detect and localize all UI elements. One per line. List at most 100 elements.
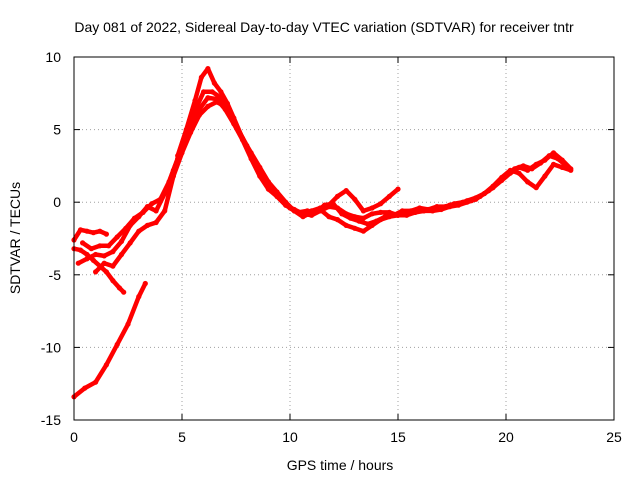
data-point bbox=[103, 231, 109, 237]
data-point bbox=[317, 205, 323, 211]
plot-frame bbox=[73, 56, 615, 421]
data-point bbox=[231, 115, 237, 121]
data-point bbox=[123, 225, 129, 231]
data-point bbox=[136, 228, 142, 234]
data-point bbox=[378, 201, 384, 207]
data-point bbox=[404, 211, 410, 217]
data-point bbox=[239, 135, 246, 141]
y-tick-label: -15 bbox=[41, 412, 61, 428]
data-point bbox=[369, 211, 375, 217]
data-layer bbox=[71, 66, 574, 400]
series-track-c bbox=[71, 227, 109, 243]
data-point bbox=[291, 208, 297, 214]
data-point bbox=[196, 112, 202, 118]
data-point bbox=[93, 269, 99, 275]
data-point bbox=[499, 177, 505, 183]
data-point bbox=[339, 211, 345, 217]
data-point bbox=[326, 202, 332, 208]
data-point bbox=[205, 103, 211, 109]
data-point bbox=[257, 167, 263, 173]
data-point bbox=[118, 251, 125, 258]
data-point bbox=[378, 217, 384, 223]
data-point bbox=[283, 202, 289, 208]
data-point bbox=[97, 243, 103, 249]
chart-title: Day 081 of 2022, Sidereal Day-to-day VTE… bbox=[74, 19, 574, 35]
data-point bbox=[125, 321, 131, 327]
y-axis-label: SDTVAR / TECUs bbox=[7, 182, 23, 294]
data-point bbox=[516, 170, 522, 176]
data-point bbox=[84, 256, 90, 262]
data-point bbox=[188, 129, 194, 136]
data-point bbox=[265, 182, 271, 188]
y-tick-label: -5 bbox=[49, 267, 62, 283]
data-point bbox=[101, 253, 107, 259]
data-point bbox=[127, 240, 133, 246]
data-point bbox=[369, 205, 375, 211]
x-tick-label: 20 bbox=[498, 429, 514, 445]
data-point bbox=[352, 225, 358, 231]
data-point bbox=[352, 196, 358, 202]
tick-layer: 0 5 10 15 20 25 -15 -10 -5 0 5 10 bbox=[41, 49, 622, 445]
data-point bbox=[114, 234, 120, 240]
data-point bbox=[90, 257, 96, 263]
data-point bbox=[205, 95, 211, 101]
data-point bbox=[455, 201, 462, 207]
data-point bbox=[84, 228, 90, 234]
grid-layer bbox=[74, 57, 614, 420]
data-point bbox=[490, 185, 496, 191]
data-point bbox=[473, 195, 479, 201]
data-point bbox=[550, 161, 557, 167]
data-point bbox=[360, 215, 366, 221]
data-point bbox=[149, 201, 155, 207]
data-point bbox=[110, 249, 116, 255]
data-point bbox=[77, 247, 84, 253]
data-point bbox=[106, 243, 112, 249]
data-point bbox=[103, 362, 109, 368]
data-point bbox=[378, 209, 384, 215]
data-point bbox=[209, 89, 215, 95]
x-axis-label: GPS time / hours bbox=[287, 457, 394, 473]
series-line bbox=[175, 66, 401, 217]
data-point bbox=[93, 251, 99, 258]
x-tick-label: 15 bbox=[390, 429, 406, 445]
data-point bbox=[430, 206, 436, 213]
data-point bbox=[198, 74, 204, 80]
data-point bbox=[88, 246, 94, 252]
y-tick-label: 0 bbox=[53, 194, 61, 210]
x-tick-label: 25 bbox=[606, 429, 622, 445]
data-point bbox=[412, 208, 418, 214]
x-tick-label: 0 bbox=[70, 429, 78, 445]
x-tick-label: 10 bbox=[282, 429, 298, 445]
data-point bbox=[326, 214, 332, 220]
data-point bbox=[118, 238, 125, 244]
data-point bbox=[369, 222, 375, 228]
data-point bbox=[114, 341, 120, 348]
data-point bbox=[136, 294, 142, 300]
data-point bbox=[347, 215, 354, 221]
data-point bbox=[93, 379, 99, 385]
data-point bbox=[77, 227, 84, 233]
data-point bbox=[116, 285, 122, 291]
data-point bbox=[121, 289, 127, 295]
data-point bbox=[421, 206, 427, 213]
data-point bbox=[224, 100, 230, 107]
data-point bbox=[82, 385, 88, 391]
data-point bbox=[110, 278, 116, 284]
data-point bbox=[201, 89, 207, 95]
data-point bbox=[525, 179, 531, 185]
data-point bbox=[211, 80, 217, 86]
data-point bbox=[568, 166, 574, 172]
data-point bbox=[334, 193, 341, 199]
data-point bbox=[75, 260, 81, 266]
data-point bbox=[525, 167, 531, 173]
data-point bbox=[144, 222, 150, 228]
data-point bbox=[386, 214, 392, 220]
data-point bbox=[101, 260, 107, 266]
data-point bbox=[360, 208, 366, 214]
data-point bbox=[274, 193, 280, 199]
data-point bbox=[542, 157, 548, 163]
y-tick-label: -10 bbox=[41, 339, 61, 355]
data-point bbox=[395, 212, 401, 218]
data-point bbox=[110, 263, 116, 269]
